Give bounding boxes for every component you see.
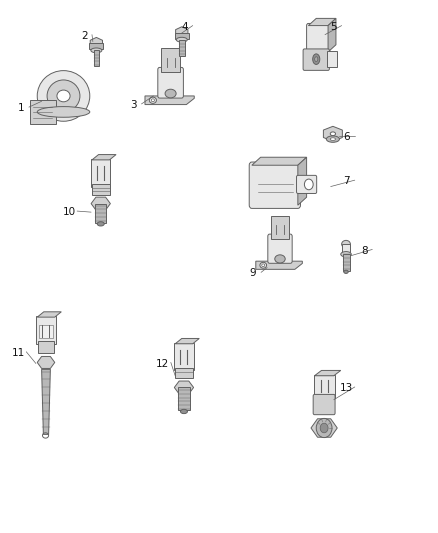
FancyBboxPatch shape: [38, 341, 54, 353]
FancyBboxPatch shape: [342, 244, 350, 254]
Text: 13: 13: [340, 383, 353, 393]
Polygon shape: [92, 155, 116, 160]
Text: 10: 10: [63, 207, 76, 217]
Polygon shape: [311, 419, 337, 437]
Bar: [178, 387, 190, 410]
Polygon shape: [176, 27, 188, 38]
FancyBboxPatch shape: [39, 325, 53, 338]
FancyBboxPatch shape: [268, 234, 292, 263]
FancyBboxPatch shape: [313, 394, 335, 415]
Text: 8: 8: [361, 246, 368, 255]
Ellipse shape: [37, 70, 90, 121]
Polygon shape: [328, 19, 336, 52]
Ellipse shape: [149, 97, 156, 103]
Text: 11: 11: [12, 348, 25, 358]
Polygon shape: [37, 357, 55, 368]
Bar: [95, 204, 106, 223]
Polygon shape: [90, 37, 102, 49]
FancyBboxPatch shape: [249, 162, 300, 208]
FancyBboxPatch shape: [175, 368, 193, 378]
Polygon shape: [314, 370, 341, 376]
FancyBboxPatch shape: [174, 343, 194, 370]
FancyBboxPatch shape: [30, 100, 56, 124]
Text: 5: 5: [330, 22, 337, 31]
Ellipse shape: [344, 270, 348, 273]
Polygon shape: [256, 261, 302, 269]
Ellipse shape: [330, 132, 336, 136]
Ellipse shape: [91, 48, 102, 53]
Ellipse shape: [57, 90, 70, 102]
Polygon shape: [174, 381, 194, 394]
Polygon shape: [308, 19, 336, 26]
Text: 3: 3: [130, 100, 137, 110]
FancyBboxPatch shape: [158, 68, 184, 98]
Ellipse shape: [260, 262, 267, 268]
FancyBboxPatch shape: [314, 375, 335, 398]
FancyBboxPatch shape: [161, 49, 180, 72]
Polygon shape: [91, 197, 110, 210]
Ellipse shape: [176, 37, 187, 42]
FancyBboxPatch shape: [307, 23, 330, 54]
Ellipse shape: [180, 409, 187, 414]
FancyBboxPatch shape: [91, 159, 110, 187]
Bar: [89, 43, 103, 50]
Ellipse shape: [47, 80, 80, 112]
Ellipse shape: [314, 57, 318, 62]
Circle shape: [320, 423, 328, 433]
Ellipse shape: [342, 240, 350, 248]
Bar: [94, 51, 99, 66]
Bar: [175, 33, 189, 39]
Polygon shape: [42, 369, 50, 434]
Ellipse shape: [151, 99, 155, 102]
Text: 6: 6: [343, 132, 350, 142]
FancyBboxPatch shape: [297, 175, 317, 193]
Text: 2: 2: [81, 31, 88, 41]
Text: 1: 1: [18, 103, 25, 113]
FancyBboxPatch shape: [303, 49, 329, 70]
Polygon shape: [37, 312, 61, 317]
Ellipse shape: [262, 264, 265, 266]
Polygon shape: [323, 126, 343, 141]
Text: 9: 9: [250, 269, 257, 278]
Ellipse shape: [330, 138, 336, 140]
FancyBboxPatch shape: [327, 51, 337, 67]
Ellipse shape: [97, 222, 104, 226]
Ellipse shape: [341, 252, 351, 257]
Polygon shape: [298, 157, 307, 205]
Ellipse shape: [326, 136, 339, 142]
Polygon shape: [175, 338, 199, 344]
FancyBboxPatch shape: [36, 316, 56, 344]
Circle shape: [304, 179, 313, 190]
FancyBboxPatch shape: [92, 184, 110, 195]
Text: 7: 7: [343, 176, 350, 186]
Ellipse shape: [313, 54, 320, 64]
Ellipse shape: [165, 89, 176, 98]
Text: 12: 12: [156, 359, 170, 368]
Ellipse shape: [37, 107, 90, 117]
Bar: [179, 40, 184, 55]
Polygon shape: [145, 96, 194, 104]
Polygon shape: [252, 157, 307, 165]
Text: 4: 4: [181, 22, 188, 31]
Ellipse shape: [275, 255, 285, 263]
Bar: [343, 254, 350, 271]
FancyBboxPatch shape: [271, 216, 289, 239]
Circle shape: [316, 418, 332, 438]
